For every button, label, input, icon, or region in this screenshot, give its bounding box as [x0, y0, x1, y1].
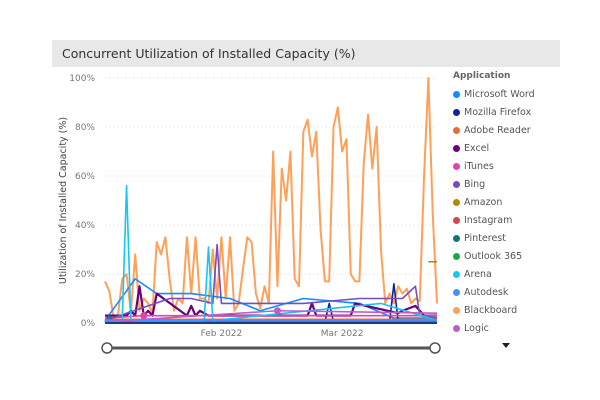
- legend-item[interactable]: Bing: [453, 175, 535, 193]
- x-tick-label: Mar 2022: [321, 329, 364, 339]
- legend-item[interactable]: Outlook 365: [453, 247, 535, 265]
- legend-item[interactable]: Excel: [453, 139, 535, 157]
- legend-color-dot-icon: [453, 108, 460, 116]
- legend-color-dot-icon: [453, 180, 460, 188]
- legend-item[interactable]: Instagram: [453, 211, 535, 229]
- legend-label: Bing: [464, 178, 486, 190]
- legend-label: Arena: [464, 268, 492, 280]
- legend-label: Pinterest: [464, 232, 506, 244]
- legend-item[interactable]: Autodesk: [453, 283, 535, 301]
- legend-color-dot-icon: [453, 216, 460, 224]
- y-tick-label: 20%: [75, 270, 95, 280]
- legend-item[interactable]: iTunes: [453, 157, 535, 175]
- legend-item[interactable]: Amazon: [453, 193, 535, 211]
- y-tick-label: 80%: [75, 123, 95, 133]
- legend-color-dot-icon: [453, 144, 460, 152]
- legend-color-dot-icon: [453, 306, 460, 314]
- legend-item[interactable]: Blackboard: [453, 301, 535, 319]
- legend-color-dot-icon: [453, 252, 460, 260]
- chart-title: Concurrent Utilization of Installed Capa…: [62, 46, 356, 61]
- legend-color-dot-icon: [453, 270, 460, 278]
- chart-title-bar: Concurrent Utilization of Installed Capa…: [52, 40, 560, 67]
- legend-label: Logic: [464, 322, 489, 334]
- legend-label: Blackboard: [464, 304, 518, 316]
- slider-start-handle[interactable]: [101, 342, 113, 354]
- legend-color-dot-icon: [453, 324, 460, 332]
- series-line-microsoft-word[interactable]: [104, 278, 437, 322]
- legend-item[interactable]: Arena: [453, 265, 535, 283]
- legend-color-dot-icon: [453, 198, 460, 206]
- y-tick-label: 100%: [69, 74, 95, 84]
- legend-label: Excel: [464, 142, 490, 154]
- legend-label: Autodesk: [464, 286, 509, 298]
- series-line-itunes[interactable]: [104, 314, 437, 319]
- legend-item[interactable]: Pinterest: [453, 229, 535, 247]
- legend-label: iTunes: [464, 160, 494, 172]
- legend-label: Adobe Reader: [464, 124, 531, 136]
- y-tick-label: 40%: [75, 221, 95, 231]
- legend-label: Outlook 365: [464, 250, 523, 262]
- legend-title: Application: [453, 71, 511, 81]
- slider-end-handle[interactable]: [429, 342, 441, 354]
- y-tick-label: 0%: [81, 319, 96, 329]
- legend-item[interactable]: Microsoft Word: [453, 85, 535, 103]
- legend-color-dot-icon: [453, 162, 460, 170]
- more-options-caret-icon[interactable]: [502, 343, 510, 348]
- legend-color-dot-icon: [453, 234, 460, 242]
- legend-color-dot-icon: [453, 288, 460, 296]
- y-tick-label: 60%: [75, 172, 95, 182]
- series-line-bing[interactable]: [104, 243, 438, 322]
- data-point-marker[interactable]: [273, 307, 281, 315]
- legend-label: Instagram: [464, 214, 513, 226]
- y-axis-label: Utilization of Installed Capacity (%): [58, 117, 69, 284]
- series-line-blackboard[interactable]: [104, 77, 438, 320]
- legend-label: Microsoft Word: [464, 88, 535, 100]
- legend: Application Microsoft Word Mozilla Firefo…: [453, 71, 535, 337]
- legend-label: Amazon: [464, 196, 503, 208]
- legend-item[interactable]: Logic: [453, 319, 535, 337]
- legend-color-dot-icon: [453, 90, 460, 98]
- legend-color-dot-icon: [453, 126, 460, 134]
- legend-item[interactable]: Mozilla Firefox: [453, 103, 535, 121]
- data-point-marker[interactable]: [140, 312, 148, 320]
- legend-item[interactable]: Adobe Reader: [453, 121, 535, 139]
- legend-label: Mozilla Firefox: [464, 106, 532, 118]
- x-tick-label: Feb 2022: [201, 329, 243, 339]
